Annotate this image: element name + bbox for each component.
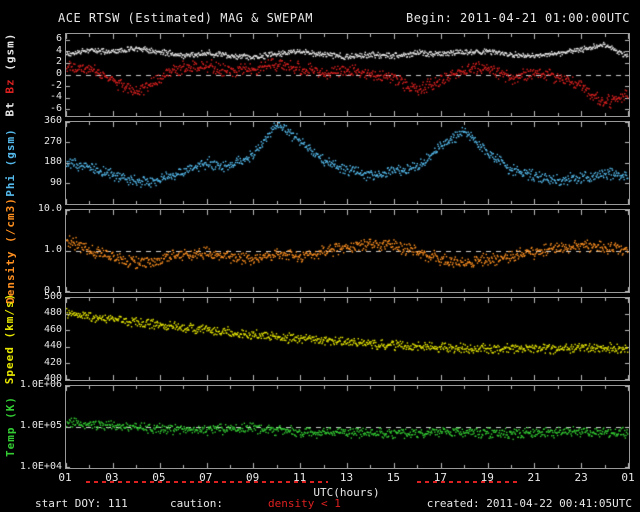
y-axis-label-text: Speed (km/s) [4, 292, 17, 383]
y-axis-label-part: Speed (km/s) [3, 292, 17, 384]
y-axis-label-part: Temp (K) [3, 395, 17, 457]
y-axis-label-text: Phi (gsm) [4, 128, 17, 197]
begin-timestamp: Begin: 2011-04-21 01:00:00UTC [405, 11, 630, 25]
density-panel [65, 209, 630, 293]
y-tick-label: 460 [43, 323, 62, 335]
x-axis-tick-labels: 01 03 05 07 09 11 13 15 17 19 21 23 01 [0, 471, 640, 484]
y-tick-label: 420 [43, 356, 62, 368]
y-tick-label: -6 [49, 103, 62, 115]
x-tick-label: 17 [433, 471, 447, 484]
y-tick-label: 0.1 [43, 285, 62, 296]
plot-title: ACE RTSW (Estimated) MAG & SWEPAM [58, 11, 313, 25]
y-tick-label: 0 [55, 68, 62, 79]
y-axis-label-bt-bz-panel: Bt Bz (gsm) [0, 32, 20, 116]
x-tick-label: 13 [339, 471, 354, 484]
x-tick-label: 03 [105, 471, 119, 484]
x-tick-label: 23 [574, 471, 588, 484]
y-axis-label-text: Density (/cm3) [4, 197, 17, 304]
x-tick-label: 01 [621, 471, 635, 484]
density-caution-interval [86, 481, 328, 483]
phi-panel-canvas [66, 122, 629, 204]
y-tick-label: 90 [49, 176, 62, 188]
x-axis-title: UTC(hours) [313, 486, 380, 499]
y-tick-label: 1.0E+04 [19, 461, 62, 472]
x-tick-label: 07 [199, 471, 213, 484]
y-axis-label-part: Density (/cm3) [3, 196, 17, 304]
y-tick-label: 360 [43, 115, 62, 126]
x-tick-label: 21 [527, 471, 541, 484]
caution-value-label: density < 1 [268, 497, 341, 510]
y-tick-label: 500 [43, 291, 62, 302]
density-panel-canvas [66, 210, 629, 292]
x-tick-label: 09 [246, 471, 260, 484]
y-axis-label-density-panel: Density (/cm3) [0, 197, 20, 304]
y-tick-label: 440 [43, 340, 62, 352]
y-tick-label: 1.0 [43, 244, 62, 255]
y-tick-label: 180 [43, 156, 62, 167]
x-tick-label: 19 [480, 471, 494, 484]
y-tick-label: 400 [43, 373, 62, 384]
y-axis-label-temp-panel: Temp (K) [0, 385, 20, 467]
start-doy-label: start DOY: 111 [35, 497, 128, 510]
y-axis-label-part: Bz [3, 70, 17, 94]
y-tick-label: 1.0E+05 [19, 420, 62, 431]
speed-panel [65, 297, 630, 381]
y-axis-label-phi-panel: Phi (gsm) [0, 121, 20, 203]
footer: start DOY: 111 caution: density < 1 crea… [0, 497, 640, 511]
speed-panel-canvas [66, 298, 629, 380]
bt-bz-panel [65, 33, 630, 117]
y-axis-label-part: (gsm) [3, 32, 17, 71]
y-axis-label-text: Temp (K) [4, 396, 17, 457]
y-axis-label-speed-panel: Speed (km/s) [0, 292, 20, 383]
y-tick-label: 480 [43, 307, 62, 319]
y-tick-label: -4 [49, 91, 62, 103]
y-tick-label: 4 [55, 44, 62, 56]
y-tick-label: 2 [55, 56, 62, 68]
x-tick-label: 05 [152, 471, 166, 484]
y-tick-label: 10.0 [37, 203, 62, 214]
temp-panel [65, 385, 630, 469]
density-caution-interval [416, 481, 521, 483]
x-tick-label: 11 [292, 471, 307, 484]
caution-label: caution: [170, 497, 223, 510]
bt-bz-panel-canvas [66, 34, 629, 116]
phi-panel [65, 121, 630, 205]
y-tick-label: 6 [55, 32, 62, 44]
y-tick-label: 1.0E+06 [19, 379, 62, 390]
created-timestamp: created: 2011-04-22 00:41:05UTC [426, 497, 632, 510]
temp-panel-canvas [66, 386, 629, 468]
y-axis-label-text: Bt Bz (gsm) [4, 32, 17, 116]
y-tick-label: -2 [49, 79, 62, 91]
y-tick-label: 270 [43, 135, 62, 147]
x-tick-label: 01 [58, 471, 72, 484]
x-tick-label: 15 [386, 471, 401, 484]
y-axis-label-part: Bt [3, 93, 17, 116]
y-axis-label-part: Phi (gsm) [3, 127, 17, 197]
